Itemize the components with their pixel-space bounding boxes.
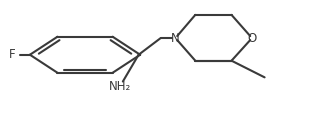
Text: F: F — [9, 48, 16, 61]
Text: N: N — [171, 32, 180, 45]
Text: NH₂: NH₂ — [109, 80, 131, 93]
Text: O: O — [247, 32, 257, 45]
